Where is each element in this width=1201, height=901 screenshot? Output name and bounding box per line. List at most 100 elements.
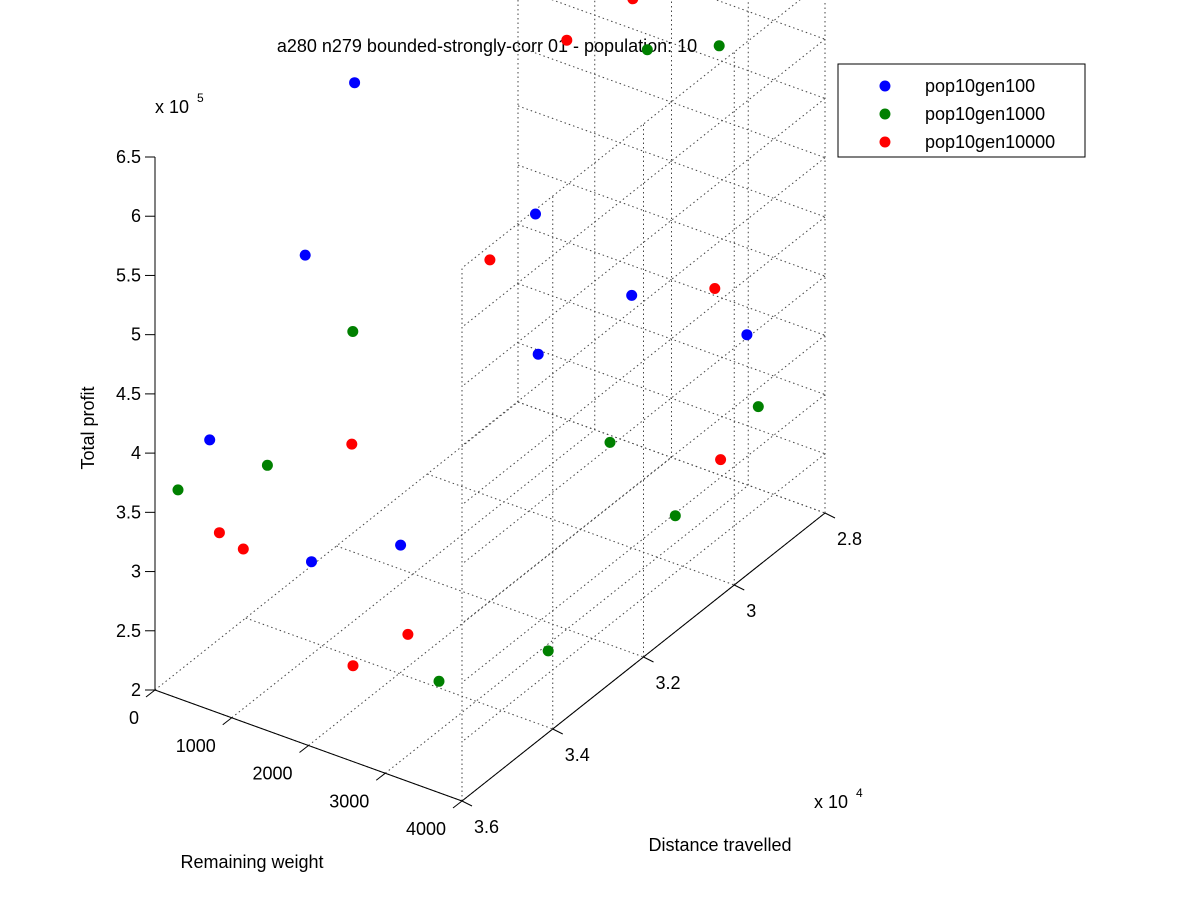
data-point	[299, 249, 311, 261]
y-tick	[643, 656, 654, 663]
grid-line	[461, 334, 826, 624]
grid-line	[461, 38, 826, 328]
data-point	[346, 438, 358, 450]
grid-line	[517, 105, 826, 218]
data-point	[213, 527, 225, 539]
z-tick-label: 6	[131, 206, 141, 226]
data-point	[713, 40, 725, 52]
grid-line	[427, 473, 735, 586]
data-point	[604, 436, 616, 448]
z-multiplier-exp: 5	[197, 91, 204, 105]
data-point	[561, 34, 573, 46]
z-axis-label: Total profit	[78, 386, 98, 469]
grid-line	[517, 164, 826, 277]
legend-label: pop10gen1000	[925, 104, 1045, 124]
data-point	[237, 543, 249, 555]
y-tick	[461, 800, 473, 807]
z-tick-label: 4.5	[116, 384, 141, 404]
z-multiplier-base: x 10	[155, 97, 189, 117]
y-tick-label: 3.6	[474, 817, 499, 837]
data-point	[530, 208, 541, 220]
x-tick-label: 0	[129, 708, 139, 728]
data-point	[484, 254, 496, 266]
data-point	[172, 484, 184, 496]
chart-title: a280 n279 bounded-strongly-corr 01 - pop…	[277, 36, 697, 56]
y-axis-multiplier: x 10 4	[814, 786, 863, 812]
data-point	[261, 459, 273, 471]
legend-marker	[879, 80, 891, 92]
legend-label: pop10gen100	[925, 76, 1035, 96]
y-multiplier-base: x 10	[814, 792, 848, 812]
legend-marker	[879, 108, 891, 120]
x-tick	[375, 772, 386, 781]
data-point	[402, 628, 414, 640]
x-tick	[452, 800, 463, 809]
z-tick-label: 2.5	[116, 621, 141, 641]
axes	[145, 156, 836, 809]
z-tick-label: 3	[131, 562, 141, 582]
grid-line	[384, 484, 749, 774]
data-point	[641, 44, 653, 56]
data-point	[349, 77, 361, 89]
legend-marker	[879, 136, 891, 148]
y-tick-label: 3.4	[565, 745, 590, 765]
grid-lines	[154, 0, 826, 802]
grid-line	[461, 453, 826, 743]
x-tick-label: 1000	[176, 736, 216, 756]
y-tick-label: 2.8	[837, 529, 862, 549]
grid-line	[245, 617, 553, 730]
x-tick	[299, 745, 309, 753]
data-point	[741, 329, 753, 341]
data-point	[709, 283, 721, 294]
data-point	[347, 660, 359, 672]
data-point	[752, 401, 764, 413]
y-tick-label: 3	[746, 601, 756, 621]
grid-line	[154, 401, 519, 691]
grid-line	[517, 46, 826, 159]
data-points	[172, 0, 764, 687]
y-axis-label: Distance travelled	[648, 835, 791, 855]
grid-line	[231, 429, 596, 719]
grid-line	[461, 98, 826, 387]
z-tick-label: 2	[131, 680, 141, 700]
grid-line	[551, 0, 826, 99]
z-tick-label: 6.5	[116, 147, 141, 167]
data-point	[542, 645, 554, 657]
data-point	[204, 434, 216, 446]
grid-line	[308, 457, 672, 746]
z-axis-multiplier: x 10 5	[155, 91, 204, 117]
data-point	[347, 326, 359, 337]
data-point	[715, 454, 727, 466]
grid-line	[461, 275, 826, 565]
data-point	[395, 539, 407, 551]
z-tick-label: 3.5	[116, 502, 141, 522]
x-tick-label: 3000	[329, 791, 369, 811]
z-tick-label: 5	[131, 325, 141, 345]
grid-line	[461, 0, 801, 269]
x-axis-label: Remaining weight	[180, 852, 323, 872]
data-point	[627, 0, 639, 5]
y-tick	[552, 728, 563, 735]
grid-line	[517, 401, 826, 514]
grid-line	[461, 216, 826, 506]
data-point	[532, 348, 544, 360]
grid-line	[461, 394, 826, 683]
data-point	[433, 675, 445, 687]
grid-line	[517, 283, 826, 396]
z-tick-label: 5.5	[116, 265, 141, 285]
x-tick	[222, 717, 233, 726]
legend: pop10gen100 pop10gen1000 pop10gen10000	[837, 63, 1086, 158]
grid-line	[517, 223, 826, 336]
grid-line	[461, 157, 826, 447]
y-tick	[734, 584, 745, 591]
y-multiplier-exp: 4	[856, 786, 863, 800]
x-tick	[145, 689, 156, 698]
legend-box	[837, 63, 1086, 158]
data-point	[669, 510, 681, 522]
data-point	[626, 289, 638, 301]
y-tick	[824, 512, 836, 519]
y-tick-label: 3.2	[656, 673, 681, 693]
legend-label: pop10gen10000	[925, 132, 1055, 152]
data-point	[306, 556, 317, 568]
